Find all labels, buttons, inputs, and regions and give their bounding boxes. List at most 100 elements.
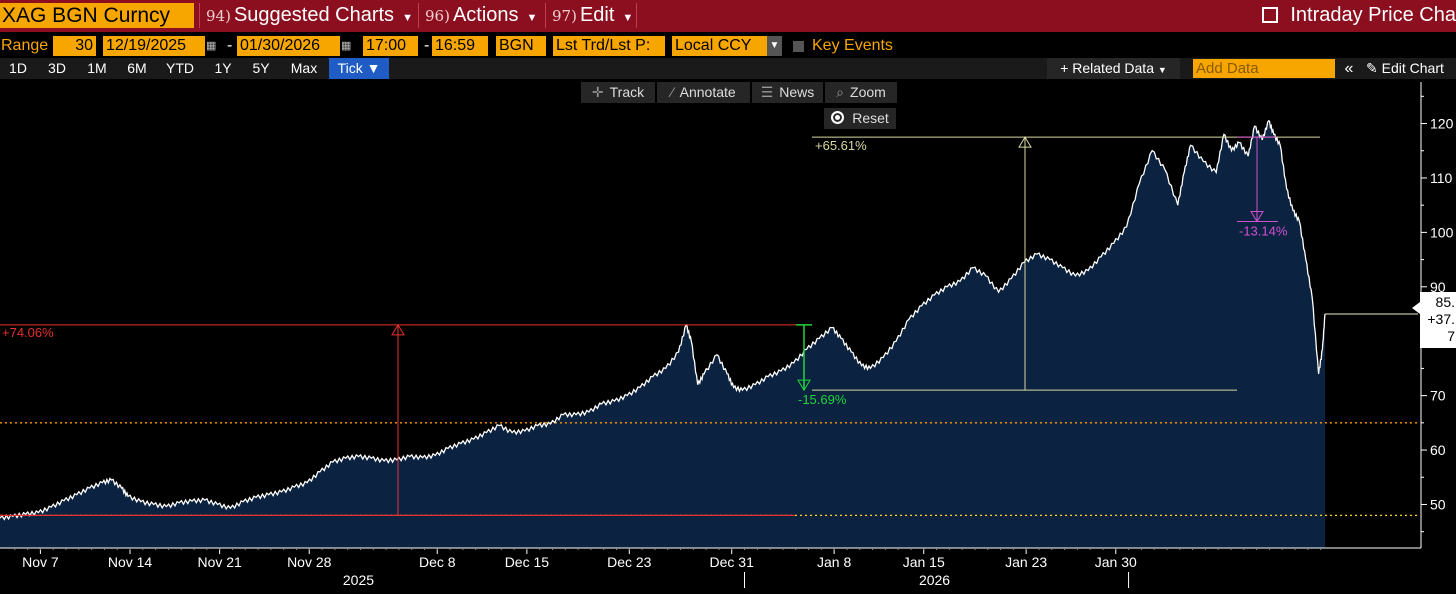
y-tick-label: 70 (1430, 388, 1446, 404)
news-label: News (779, 84, 815, 100)
menu-suggested-charts[interactable]: 94) Suggested Charts ▼ (199, 3, 415, 28)
date-separator: - (227, 37, 233, 54)
related-data-label: Related Data (1072, 60, 1154, 76)
chevron-down-icon: ▼ (622, 12, 634, 24)
start-time-field[interactable]: 17:00 (363, 36, 418, 56)
currency-select[interactable]: Local CCY (672, 36, 767, 56)
annotation-green-arrow (797, 379, 811, 392)
annotation-green-label: -15.69% (798, 392, 847, 407)
zoom-button[interactable]: ⌕ Zoom (825, 82, 897, 103)
annotation-magenta-label: -13.14% (1239, 223, 1288, 238)
period-tick-label: Tick (337, 60, 363, 76)
menu-label: Edit (579, 4, 615, 26)
time-separator: - (424, 37, 430, 54)
x-tick-label: Dec 15 (505, 554, 550, 570)
x-tick-label: Dec 8 (419, 554, 456, 570)
x-tick-label: Nov 21 (197, 554, 242, 570)
period-ytd[interactable]: YTD (166, 60, 194, 76)
y-tick-label: 110 (1430, 170, 1453, 186)
source-field[interactable]: BGN (496, 36, 546, 56)
last-price-label: 85. (1436, 294, 1455, 310)
annotate-label: Annotate (679, 84, 736, 100)
pencil-icon: ✎ (1366, 60, 1378, 76)
annotation-red-label: +74.06% (2, 325, 54, 340)
range-label: Range (1, 37, 49, 54)
price-line (0, 119, 1326, 521)
period-1m[interactable]: 1M (87, 60, 107, 76)
related-data-button[interactable]: + Related Data ▼ (1047, 58, 1180, 79)
price-area (0, 120, 1325, 549)
calendar-icon[interactable]: ▦ (341, 40, 352, 52)
y-tick-label: 120 (1430, 116, 1454, 132)
period-6m[interactable]: 6M (127, 60, 147, 76)
period-1d[interactable]: 1D (9, 60, 27, 76)
chevron-down-icon[interactable]: ▼ (767, 36, 782, 56)
annotation-red-arrow (391, 323, 405, 336)
x-tick-label: Nov 7 (22, 554, 59, 570)
menu-actions[interactable]: 96) Actions ▼ (418, 3, 542, 28)
end-time-field[interactable]: 16:59 (432, 36, 488, 56)
y-tick-label: 100 (1430, 224, 1454, 240)
menu-number: 97) (552, 7, 577, 25)
menu-label: Actions (452, 4, 519, 26)
chevron-down-icon: ▼ (366, 60, 381, 76)
x-tick-label: Dec 31 (710, 554, 755, 570)
last-price-label: 7 (1447, 328, 1455, 344)
annotation-magenta-arrow (1250, 210, 1264, 223)
crosshair-icon: ✛ (591, 84, 604, 100)
calendar-icon[interactable]: ▦ (206, 40, 217, 52)
chevron-down-icon: ▼ (402, 12, 413, 24)
menu-number: 94) (206, 7, 231, 25)
title-bar (0, 0, 1456, 32)
period-1y[interactable]: 1Y (214, 60, 232, 76)
add-data-input[interactable]: Add Data (1193, 59, 1335, 78)
edit-chart-button[interactable]: ✎ Edit Chart (1366, 58, 1456, 79)
year-label: 2026 (919, 572, 950, 588)
menu-edit[interactable]: 97) Edit ▼ (545, 3, 637, 28)
y-tick-label: 90 (1430, 279, 1446, 295)
menu-label: Suggested Charts (233, 4, 395, 26)
key-events-checkbox[interactable] (793, 41, 804, 52)
intraday-label: Intraday Price Cha (1290, 4, 1456, 26)
plus-icon: + (1060, 60, 1069, 76)
chevron-down-icon: ▼ (1157, 65, 1167, 75)
x-tick-label: Jan 15 (903, 554, 945, 570)
last-price-pointer (1412, 302, 1420, 314)
pencil-icon: ∕ (671, 84, 674, 100)
edit-chart-label: Edit Chart (1381, 60, 1444, 76)
x-tick-label: Jan 30 (1095, 554, 1137, 570)
y-tick-label: 60 (1430, 442, 1446, 458)
x-tick-label: Jan 8 (817, 554, 851, 570)
period-3d[interactable]: 3D (48, 60, 66, 76)
price-field-select[interactable]: Lst Trd/Lst P: (553, 36, 665, 56)
x-tick-label: Jan 23 (1005, 554, 1047, 570)
year-label: 2025 (343, 572, 374, 588)
period-tick[interactable]: Tick ▼ (329, 58, 389, 79)
chevron-down-icon: ▼ (526, 12, 538, 24)
x-tick-label: Dec 23 (607, 554, 652, 570)
news-button[interactable]: ☰ News (752, 82, 823, 103)
x-tick-label: Nov 14 (108, 554, 153, 570)
menu-number: 96) (425, 7, 450, 25)
track-button[interactable]: ✛ Track (581, 82, 655, 103)
annotate-button[interactable]: ∕ Annotate (657, 82, 750, 103)
collapse-icon[interactable]: « (1344, 60, 1354, 77)
ticker-field[interactable]: XAG BGN Curncy (0, 3, 194, 28)
range-days-field[interactable]: 30 (53, 36, 96, 56)
intraday-price-chart-title[interactable]: Intraday Price Cha (1262, 3, 1456, 28)
end-date-field[interactable]: 01/30/2026 (237, 36, 340, 56)
start-date-field[interactable]: 12/19/2025 (103, 36, 205, 56)
price-chart[interactable]: +74.06%-15.69%+65.61%-13.14% 50607080901… (0, 80, 1456, 594)
reset-label: Reset (852, 110, 889, 126)
last-price-label: +37. (1427, 311, 1455, 327)
period-5y[interactable]: 5Y (252, 60, 270, 76)
period-max[interactable]: Max (290, 60, 318, 76)
x-tick-label: Nov 28 (287, 554, 332, 570)
reset-button[interactable]: Reset (824, 108, 896, 129)
last-price-box (1420, 292, 1456, 348)
track-label: Track (609, 84, 645, 100)
y-tick-label: 50 (1430, 496, 1446, 512)
external-link-icon[interactable] (1262, 7, 1279, 23)
zoom-label: Zoom (850, 84, 886, 100)
magnifier-icon: ⌕ (836, 84, 845, 100)
